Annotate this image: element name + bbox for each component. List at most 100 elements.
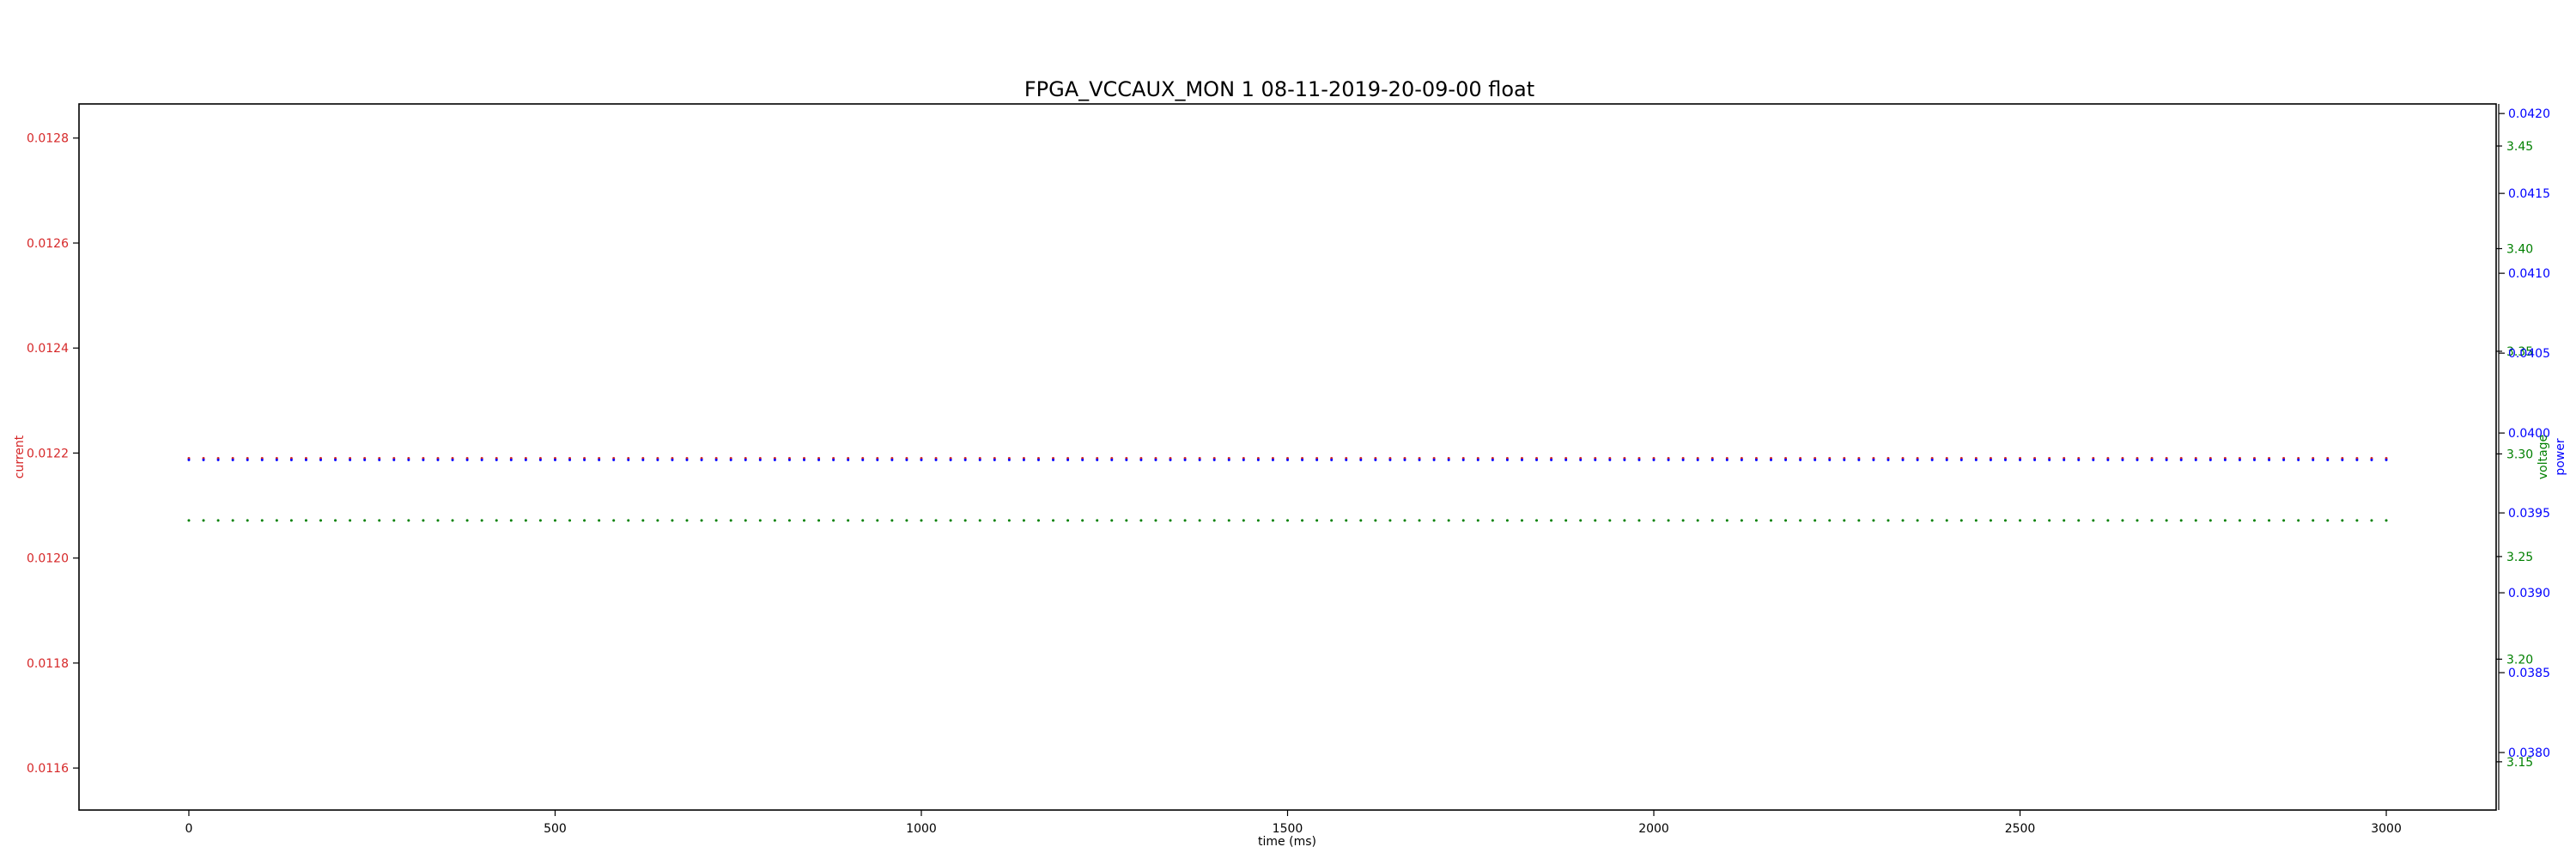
voltage-point (1564, 519, 1568, 522)
power-point (1814, 458, 1817, 461)
power-tick-label: 0.0390 (2508, 587, 2550, 600)
voltage-point (905, 519, 908, 522)
power-tick-label: 0.0405 (2508, 347, 2550, 361)
power-point (1066, 458, 1070, 461)
power-point (2312, 458, 2315, 461)
voltage-point (1696, 519, 1699, 522)
voltage-point (671, 519, 674, 522)
power-point (1081, 458, 1084, 461)
current-tick-label: 0.0120 (27, 552, 69, 566)
voltage-point (2003, 519, 2007, 522)
power-point (773, 458, 776, 461)
power-axis: 0.0380 0.0385 0.0390 0.0395 0.0400 0.0405 0.04… (2498, 104, 2550, 810)
power-point (2092, 458, 2095, 461)
power-point (465, 458, 469, 461)
voltage-point (612, 519, 616, 522)
current-axis: 0.0116 0.0118 0.0120 0.0122 0.0124 0.0126 0.01… (27, 132, 79, 776)
voltage-point (934, 519, 938, 522)
power-point (553, 458, 556, 461)
voltage-point (2077, 519, 2081, 522)
power-point (2253, 458, 2256, 461)
voltage-point (2268, 519, 2271, 522)
voltage-point (1330, 519, 1334, 522)
power-point (1989, 458, 1992, 461)
voltage-point (216, 519, 220, 522)
voltage-point (1110, 519, 1114, 522)
power-point (2106, 458, 2110, 461)
voltage-point (304, 519, 307, 522)
power-point (1315, 458, 1319, 461)
voltage-point (1169, 519, 1172, 522)
power-point (2297, 458, 2300, 461)
power-point (392, 458, 396, 461)
power-point (1564, 458, 1568, 461)
voltage-point (1652, 519, 1656, 522)
voltage-point (1608, 519, 1612, 522)
power-point (1535, 458, 1539, 461)
voltage-point (1770, 519, 1772, 522)
power-point (260, 458, 264, 461)
power-point (2150, 458, 2154, 461)
voltage-point (1461, 519, 1465, 522)
power-point (568, 458, 572, 461)
power-point (1286, 458, 1289, 461)
power-point (407, 458, 410, 461)
voltage-point (949, 519, 952, 522)
voltage-point (422, 519, 425, 522)
power-point (1169, 458, 1172, 461)
voltage-point (2033, 519, 2037, 522)
voltage-point (876, 519, 879, 522)
power-point (803, 458, 805, 461)
power-point (363, 458, 367, 461)
x-tick-label: 3000 (2371, 822, 2402, 836)
power-point (1901, 458, 1905, 461)
power-point (700, 458, 703, 461)
voltage-point (758, 519, 762, 522)
voltage-point (1520, 519, 1523, 522)
voltage-point (1579, 519, 1583, 522)
voltage-point (480, 519, 483, 522)
voltage-point (1271, 519, 1274, 522)
voltage-point (803, 519, 805, 522)
power-point (1256, 458, 1260, 461)
power-point (2033, 458, 2037, 461)
voltage-point (1505, 519, 1509, 522)
power-point (2077, 458, 2081, 461)
voltage-point (2223, 519, 2227, 522)
voltage-point (2326, 519, 2330, 522)
voltage-point (847, 519, 850, 522)
x-axis-label: time (ms) (1258, 835, 1316, 849)
power-point (1637, 458, 1641, 461)
voltage-point (832, 519, 835, 522)
voltage-point (656, 519, 659, 522)
voltage-point (246, 519, 249, 522)
power-point (1242, 458, 1245, 461)
power-point (890, 458, 894, 461)
voltage-point (1066, 519, 1070, 522)
power-point (1330, 458, 1334, 461)
voltage-point (319, 519, 322, 522)
voltage-point (1256, 519, 1260, 522)
voltage-point (1637, 519, 1641, 522)
power-point (832, 458, 835, 461)
voltage-point (2136, 519, 2139, 522)
x-tick-label: 1000 (906, 822, 937, 836)
voltage-point (1081, 519, 1084, 522)
power-point (1036, 458, 1040, 461)
voltage-point (1036, 519, 1040, 522)
power-point (319, 458, 322, 461)
voltage-point (2019, 519, 2022, 522)
voltage-point (260, 519, 264, 522)
voltage-point (1418, 519, 1421, 522)
voltage-point (1681, 519, 1685, 522)
power-point (1052, 458, 1055, 461)
power-tick-label: 0.0415 (2508, 187, 2550, 201)
voltage-point (1242, 519, 1245, 522)
power-point (1007, 458, 1011, 461)
voltage-point (1301, 519, 1304, 522)
power-point (524, 458, 527, 461)
voltage-point (495, 519, 498, 522)
power-point (671, 458, 674, 461)
series-power (187, 458, 2388, 461)
